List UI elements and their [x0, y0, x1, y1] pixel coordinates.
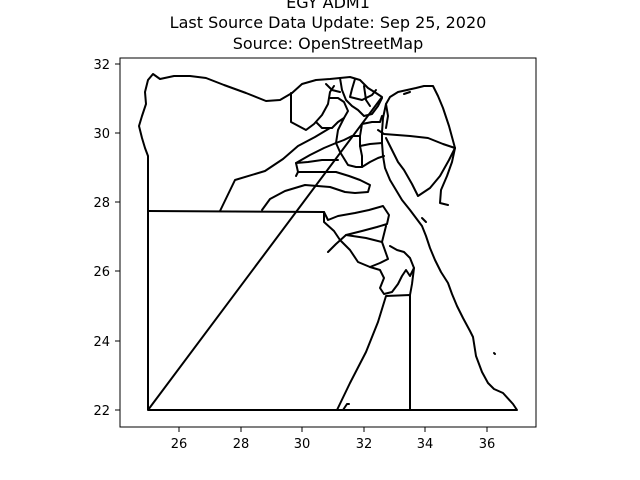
province-border	[339, 77, 383, 117]
y-tick-label: 32	[93, 58, 110, 73]
map-subtitle-source: Source: OpenStreetMap	[233, 34, 424, 53]
island-fragment	[403, 91, 411, 95]
x-tick-label: 26	[171, 437, 188, 452]
x-tick-label: 36	[479, 437, 496, 452]
x-tick-label: 28	[233, 437, 250, 452]
province-border	[336, 294, 411, 411]
province-border	[323, 211, 389, 268]
province-border	[290, 85, 335, 131]
province-border	[345, 234, 383, 243]
province-border	[147, 205, 390, 253]
province-border	[315, 97, 349, 129]
y-tick-label: 28	[93, 196, 110, 211]
y-tick-label: 24	[93, 335, 110, 350]
y-tick-label: 22	[93, 404, 110, 419]
island-fragment	[421, 217, 427, 223]
province-border	[295, 142, 385, 173]
x-tick-label: 30	[294, 437, 311, 452]
province-border	[342, 403, 350, 411]
province-border	[295, 159, 339, 164]
province-border	[359, 135, 363, 168]
province-border	[349, 78, 377, 101]
x-tick-label: 32	[356, 437, 373, 452]
province-border	[369, 245, 415, 295]
island-fragment	[493, 352, 496, 355]
province-border	[385, 137, 456, 197]
province-border	[359, 142, 383, 147]
province-border	[377, 129, 456, 149]
province-border	[219, 127, 331, 212]
x-tick-label: 34	[417, 437, 434, 452]
x-axis: 26 28 30 32 34 36	[171, 427, 496, 452]
y-tick-label: 26	[93, 265, 110, 280]
province-border	[325, 83, 341, 93]
country-outline	[138, 73, 518, 411]
map-subtitle-update: Last Source Data Update: Sep 25, 2020	[170, 13, 487, 32]
province-border	[335, 115, 383, 144]
egypt-boundaries	[138, 73, 518, 411]
province-border	[363, 85, 371, 107]
province-border	[261, 171, 371, 211]
y-axis: 32 30 28 26 24 22	[93, 58, 120, 419]
province-border	[385, 103, 389, 129]
map-title: EGY ADM1	[286, 0, 370, 12]
province-border	[409, 267, 415, 296]
y-tick-label: 30	[93, 127, 110, 142]
plot-frame	[119, 57, 537, 428]
